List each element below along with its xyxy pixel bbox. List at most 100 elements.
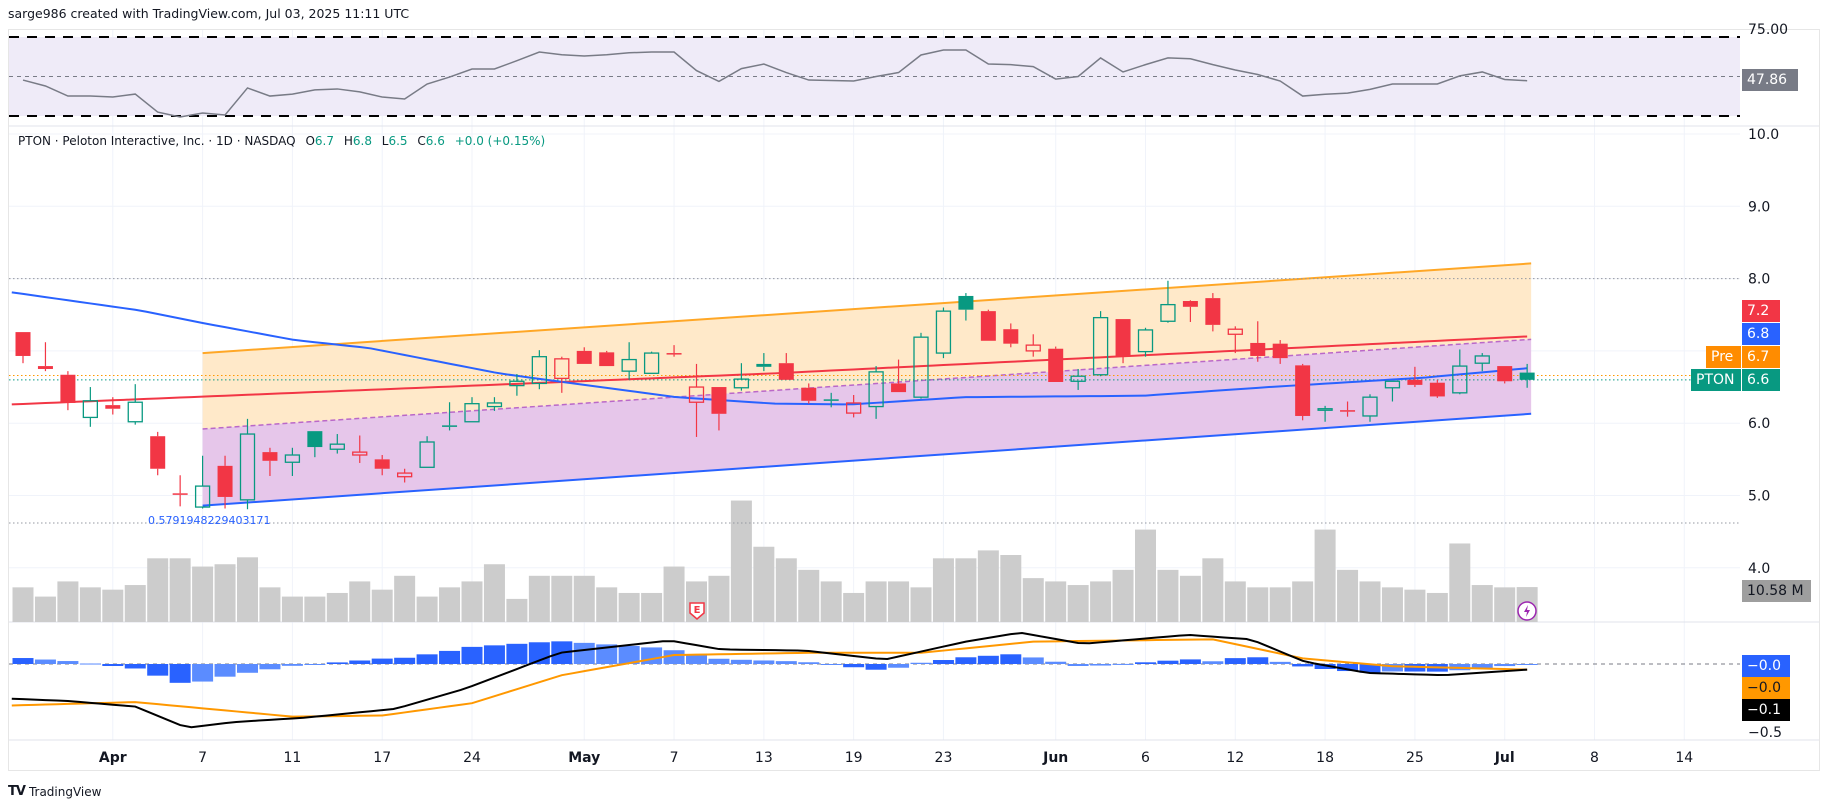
candle-body[interactable] [958,295,974,310]
time-axis-label: 23 [935,750,953,766]
candle-body[interactable] [194,485,211,508]
candle-body[interactable] [1340,410,1356,412]
candle-body[interactable] [801,387,817,401]
candle-body[interactable] [666,353,682,355]
candle-body[interactable] [688,386,705,403]
candle-body[interactable] [509,380,525,387]
candle-body[interactable] [891,383,907,393]
candle-body[interactable] [1182,301,1198,307]
candle-body[interactable] [105,405,121,409]
candle-body[interactable] [150,436,166,469]
flash-event-icon[interactable] [1517,601,1537,621]
candle-body[interactable] [1317,408,1333,411]
candle-body[interactable] [913,336,929,398]
candle-body[interactable] [576,350,592,364]
price-axis-label: 8.0 [1748,272,1770,288]
candle-body[interactable] [82,400,98,419]
candle-body[interactable] [778,363,794,380]
candle-body[interactable] [1272,343,1288,359]
price-pane[interactable] [9,262,1740,524]
macd-histogram-bar [820,664,842,665]
candle-body[interactable] [1452,365,1468,394]
candle-body[interactable] [1048,348,1064,382]
candle-body[interactable] [352,451,368,456]
macd-pane[interactable] [9,632,1740,729]
candle-body[interactable] [15,332,31,356]
candle-body[interactable] [284,454,301,463]
macd-line[interactable] [11,632,1528,729]
candle-body[interactable] [1295,365,1311,416]
earnings-event-icon[interactable]: E [689,602,705,620]
candle-body[interactable] [1115,319,1131,357]
symbol-legend[interactable]: PTON · Peloton Interactive, Inc. · 1D · … [18,134,551,148]
candle-body[interactable] [464,403,480,423]
candle-body[interactable] [307,431,323,448]
candle-body[interactable] [554,358,570,380]
candle-body[interactable] [1205,298,1221,325]
candle-body[interactable] [239,433,256,501]
macd-histogram-bar [214,664,236,677]
candle-body[interactable] [846,402,862,414]
candle-body[interactable] [980,311,996,341]
chart-frame [8,29,1820,771]
candle-body[interactable] [1407,379,1423,385]
candle-body[interactable] [172,493,188,495]
candle-body[interactable] [1070,375,1086,382]
candle-body[interactable] [396,472,413,478]
rsi-pane[interactable] [9,36,1740,118]
price-axis-label: 5.0 [1748,489,1770,505]
candle-body[interactable] [329,443,345,450]
candle-body[interactable] [531,356,547,385]
volume-pane[interactable] [12,500,1538,622]
volume-bar [888,581,910,622]
candle-body[interactable] [217,465,233,497]
channel-lower-line[interactable] [202,412,1532,507]
candle-body[interactable] [1474,355,1490,364]
candle-body[interactable] [1250,342,1266,356]
candle-body[interactable] [733,378,750,389]
last-price-tag: 6.6 [1742,369,1780,391]
macd-signal-line[interactable] [11,638,1528,718]
moving-average-blue-line[interactable] [11,291,1528,406]
candle-body[interactable] [262,452,278,461]
candle-body[interactable] [868,371,884,408]
candle-body[interactable] [643,352,660,374]
time-axis-label: May [568,750,600,766]
svg-text:E: E [694,605,701,616]
candle-body[interactable] [756,363,772,367]
macd-histogram-bar [1516,664,1538,665]
candle-body[interactable] [1429,382,1445,397]
channel-mid-line[interactable] [202,338,1532,430]
candle-body[interactable] [37,366,53,369]
candle-body[interactable] [1092,316,1109,376]
candle-body[interactable] [1519,372,1535,380]
candle-body[interactable] [374,459,390,469]
tradingview-footer[interactable]: TV TradingView [8,784,101,799]
candle-body[interactable] [1227,328,1243,335]
channel-annotation-label[interactable]: 0.5791948229403171 [148,514,270,527]
volume-bar [932,558,954,622]
candle-body[interactable] [486,402,503,408]
candle-body[interactable] [419,441,435,468]
macd-histogram-bar [483,645,505,664]
candle-body[interactable] [1003,329,1019,344]
candle-body[interactable] [935,310,952,354]
candle-body[interactable] [1137,329,1154,353]
candle-body[interactable] [1160,303,1176,322]
candle-body[interactable] [1384,380,1401,389]
macd-histogram-bar [326,662,348,664]
candle-body[interactable] [60,374,76,403]
candle-body[interactable] [127,401,143,423]
volume-bar [1292,581,1314,622]
rsi-line[interactable] [22,49,1528,118]
candle-body[interactable] [1025,344,1041,352]
macd-histogram-bar [843,664,865,668]
candle-body[interactable] [1362,396,1378,417]
candle-body[interactable] [621,358,637,372]
candle-body[interactable] [599,352,615,367]
candle-body[interactable] [442,425,458,427]
candle-body[interactable] [823,399,839,401]
candle-body[interactable] [1497,366,1513,382]
candle-body[interactable] [711,387,727,414]
